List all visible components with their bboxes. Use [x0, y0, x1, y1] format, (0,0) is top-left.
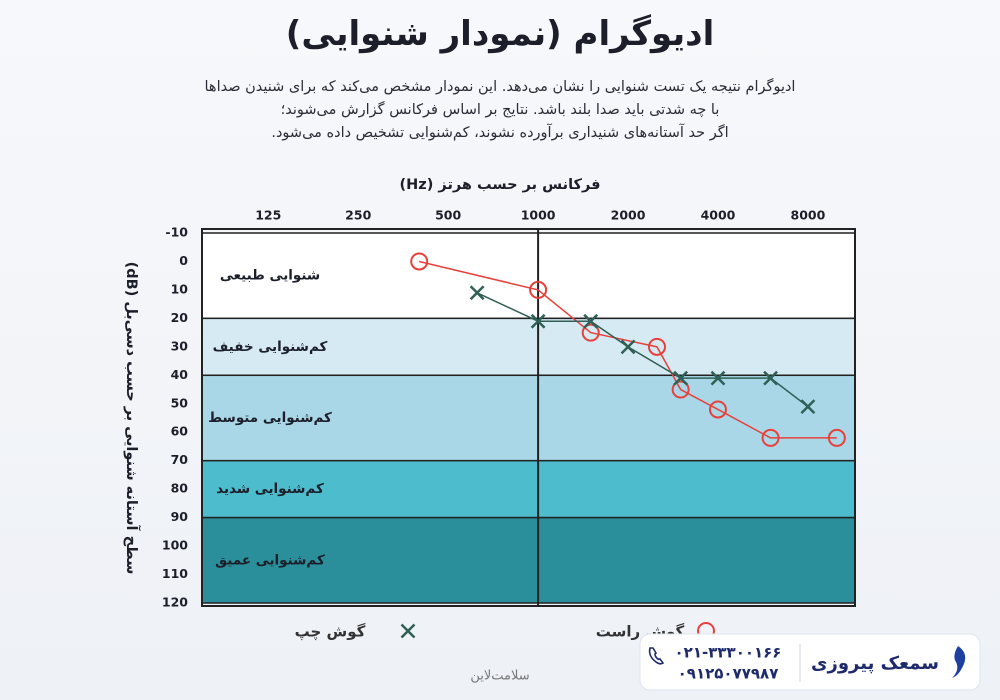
- point: [763, 370, 778, 386]
- phone-icon: [648, 647, 665, 665]
- x-tick-label: 4000: [701, 208, 736, 223]
- description: ادیوگرام نتیجه یک تست شنوایی را نشان می‌…: [100, 76, 900, 145]
- y-tick-label: 40: [171, 367, 189, 382]
- x-tick-label: 1000: [521, 208, 556, 223]
- y-tick-label: 100: [162, 538, 188, 553]
- band-label: کم‌شنوایی خفیف: [213, 339, 328, 355]
- point: [647, 337, 666, 356]
- y-tick-label: 60: [171, 424, 189, 439]
- x-tick-label: 2000: [611, 208, 646, 223]
- band-label: کم‌شنوایی عمیق: [215, 552, 325, 568]
- point: [469, 285, 485, 301]
- cross-stroke: [710, 370, 726, 386]
- point: [530, 313, 546, 329]
- point: [708, 400, 727, 419]
- cross-stroke: [673, 370, 689, 386]
- legend-marker: [400, 623, 416, 639]
- series-line: [476, 292, 809, 408]
- point: [827, 428, 846, 447]
- y-tick-label: -10: [165, 225, 188, 240]
- plot-frame: [201, 228, 856, 607]
- y-tick-label: 90: [171, 509, 189, 524]
- series-line: [419, 260, 837, 439]
- band-label: شنوایی طبیعی: [220, 268, 320, 284]
- y-tick-label: 20: [171, 310, 189, 325]
- point: [761, 428, 780, 447]
- description-line: با چه شدتی باید صدا بلند باشد. نتایج بر …: [280, 102, 720, 118]
- y-tick-label: 70: [171, 452, 189, 467]
- cross-stroke: [583, 313, 599, 329]
- chart-title: ادیوگرام (نمودار شنوایی): [285, 14, 715, 54]
- cross-stroke: [530, 313, 546, 329]
- point: [710, 370, 726, 386]
- site-name: سلامت‌لاین: [470, 669, 529, 684]
- cross-stroke: [763, 370, 778, 386]
- band: [201, 317, 856, 377]
- point: [583, 313, 599, 329]
- description-line: ادیوگرام نتیجه یک تست شنوایی را نشان می‌…: [204, 79, 796, 95]
- y-tick-label: 0: [179, 253, 188, 268]
- point: [800, 399, 816, 414]
- y-tick-label: 110: [162, 566, 188, 581]
- cross-stroke: [800, 399, 816, 414]
- brand-logo: [952, 646, 966, 678]
- x-tick-label: 250: [345, 208, 371, 223]
- phone-number: ۰۲۱-۳۳۳۰۰۱۶۶: [675, 644, 782, 662]
- point: [673, 370, 689, 386]
- x-tick-label: 8000: [791, 208, 826, 223]
- point: [620, 339, 636, 355]
- point: [410, 252, 429, 271]
- y-axis-title: سطح آستانه شنوایی بر حسب دسی‌بل (dB): [123, 262, 141, 575]
- x-axis-title: فرکانس بر حسب هرتز (Hz): [400, 177, 601, 193]
- phone-number: ۰۹۱۲۵۰۷۷۹۸۷: [678, 665, 779, 683]
- band: [201, 374, 856, 462]
- x-tick-label: 125: [255, 208, 281, 223]
- y-tick-label: 50: [171, 395, 189, 410]
- y-tick-label: 10: [171, 281, 189, 296]
- cross-stroke: [469, 285, 485, 301]
- point: [581, 323, 600, 342]
- band-label: کم‌شنوایی شدید: [216, 481, 324, 497]
- cross-stroke: [620, 339, 636, 355]
- y-tick-label: 80: [171, 481, 189, 496]
- cross-stroke: [400, 623, 416, 639]
- point: [529, 280, 548, 299]
- legend-label: گوش چپ: [295, 623, 366, 642]
- point: [671, 380, 690, 399]
- x-tick-label: 500: [435, 208, 461, 223]
- brand-name: سمعک پیروزی: [811, 653, 939, 674]
- y-tick-label: 120: [162, 595, 188, 610]
- y-tick-label: 30: [171, 338, 189, 353]
- band-label: کم‌شنوایی متوسط: [208, 410, 332, 426]
- brand-box: [639, 633, 981, 691]
- description-line: اگر حد آستانه‌های شنیداری برآورده نشوند،…: [271, 125, 729, 141]
